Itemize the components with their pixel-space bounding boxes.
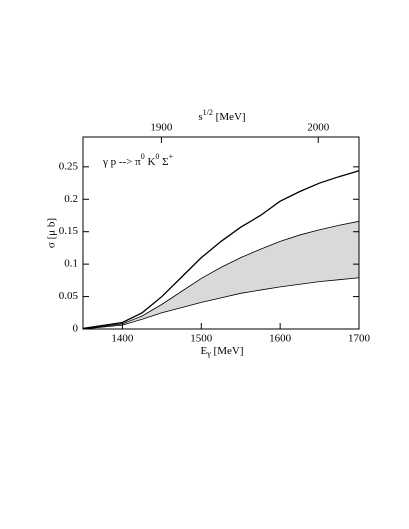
y-tick-label: 0.25	[59, 160, 79, 172]
band-edge	[82, 277, 360, 330]
x-tick-label: 1700	[348, 333, 371, 345]
y-axis-label: σ [μ b]	[46, 218, 58, 248]
top-axis-label: s1/2 [MeV]	[198, 108, 245, 123]
y-tick-label: 0.1	[64, 258, 78, 270]
y-tick-label: 0	[73, 323, 79, 335]
band-edge	[82, 220, 360, 330]
plot-frame	[82, 136, 360, 330]
x-tick-label: 1400	[111, 333, 134, 345]
band-area	[83, 221, 359, 329]
y-tick-label: 0.05	[59, 290, 79, 302]
annotation: γ p --> π0 K0 Σ+	[102, 152, 174, 168]
x-axis-label: Eγ [MeV]	[201, 345, 244, 358]
line	[82, 170, 360, 329]
top-tick-label: 1900	[150, 122, 173, 134]
y-tick-label: 0.15	[59, 225, 79, 237]
top-tick-label: 2000	[307, 122, 330, 134]
y-tick-label: 0.2	[64, 193, 78, 205]
x-tick-label: 1600	[269, 333, 292, 345]
x-tick-label: 1500	[190, 333, 213, 345]
